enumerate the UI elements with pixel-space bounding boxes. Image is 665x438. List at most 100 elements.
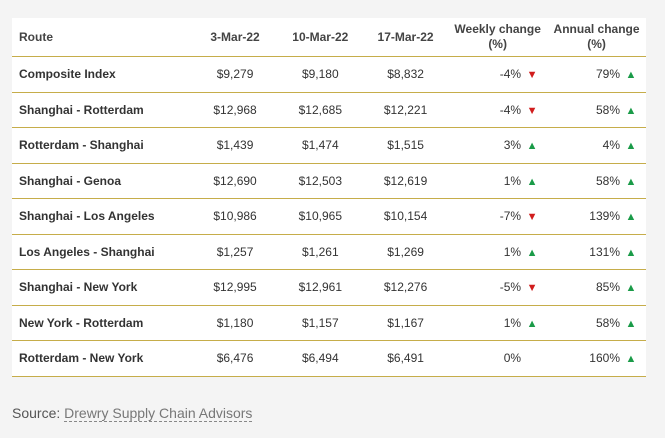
table-row: Los Angeles - Shanghai $1,257 $1,261 $1,269… bbox=[12, 234, 646, 270]
cell-date-1: $12,968 bbox=[192, 92, 278, 128]
cell-date-2-value: $1,474 bbox=[301, 138, 339, 153]
cell-route-value: Los Angeles - Shanghai bbox=[19, 244, 155, 259]
cell-date-1: $1,180 bbox=[192, 305, 278, 341]
cell-annual-change: 58% ▲ bbox=[547, 92, 646, 128]
cell-date-3-value: $1,167 bbox=[387, 315, 424, 330]
cell-date-3-value: $6,491 bbox=[387, 351, 424, 366]
cell-weekly-change: -4% ▼ bbox=[448, 92, 548, 128]
header-date-1: 3-Mar-22 bbox=[192, 18, 278, 57]
cell-annual-change: 79% ▲ bbox=[547, 56, 646, 93]
triangle-up-icon: ▲ bbox=[625, 317, 637, 330]
cell-weekly-change: 1% ▲ bbox=[448, 163, 548, 199]
cell-date-1: $6,476 bbox=[192, 340, 278, 377]
cell-route-value: Rotterdam - Shanghai bbox=[19, 138, 144, 153]
table-row: New York - Rotterdam $1,180 $1,157 $1,167 1%… bbox=[12, 305, 646, 341]
cell-route: Shanghai - Los Angeles bbox=[12, 198, 193, 235]
cell-date-1-value: $9,279 bbox=[216, 67, 254, 82]
cell-date-2-value: $12,503 bbox=[298, 173, 342, 188]
cell-annual-change: 131% ▲ bbox=[547, 234, 646, 270]
triangle-up-icon: ▲ bbox=[526, 140, 538, 153]
cell-date-3: $6,491 bbox=[362, 340, 449, 377]
cell-annual-change-value: 4% bbox=[602, 138, 620, 153]
cell-date-1-value: $12,690 bbox=[213, 173, 257, 188]
cell-date-3: $12,221 bbox=[362, 92, 449, 128]
cell-annual-change: 139% ▲ bbox=[547, 198, 646, 235]
cell-date-2: $10,965 bbox=[277, 198, 363, 235]
cell-annual-change: 58% ▲ bbox=[547, 163, 646, 199]
cell-route-value: Shanghai - Genoa bbox=[19, 173, 122, 188]
cell-route: Rotterdam - Shanghai bbox=[12, 127, 193, 164]
header-weekly-change: Weekly change (%) bbox=[448, 18, 548, 57]
cell-date-1-value: $1,180 bbox=[216, 315, 254, 330]
cell-date-1-value: $12,995 bbox=[213, 280, 257, 295]
cell-date-2: $1,261 bbox=[277, 234, 363, 270]
cell-annual-change-value: 58% bbox=[595, 173, 620, 188]
table-row: Shanghai - Los Angeles $10,986 $10,965 $10,… bbox=[12, 198, 646, 235]
cell-annual-change-value: 58% bbox=[595, 315, 620, 330]
cell-date-2: $1,157 bbox=[277, 305, 363, 341]
cell-date-2: $12,961 bbox=[277, 269, 363, 306]
cell-annual-change-value: 139% bbox=[589, 209, 620, 224]
cell-route-value: Shanghai - New York bbox=[19, 280, 138, 295]
cell-date-1: $9,279 bbox=[192, 56, 278, 93]
triangle-up-icon: ▲ bbox=[526, 246, 538, 259]
cell-route-value: Rotterdam - New York bbox=[19, 351, 144, 366]
cell-route: Shanghai - Genoa bbox=[12, 163, 193, 199]
cell-date-1-value: $12,968 bbox=[213, 102, 257, 117]
table-row: Composite Index $9,279 $9,180 $8,832 -4% ▼ 79%… bbox=[12, 56, 646, 93]
cell-date-1-value: $6,476 bbox=[216, 351, 254, 366]
triangle-down-icon: ▼ bbox=[526, 69, 538, 82]
cell-weekly-change: 1% ▲ bbox=[448, 305, 548, 341]
table-row: Shanghai - New York $12,995 $12,961 $12,276… bbox=[12, 269, 646, 306]
cell-weekly-change-value: -4% bbox=[499, 102, 522, 117]
cell-route: Los Angeles - Shanghai bbox=[12, 234, 193, 270]
cell-date-1-value: $10,986 bbox=[213, 209, 257, 224]
cell-date-2-value: $6,494 bbox=[301, 351, 339, 366]
cell-weekly-change-value: 0% bbox=[503, 351, 522, 366]
cell-date-2: $6,494 bbox=[277, 340, 363, 377]
cell-date-3-value: $12,276 bbox=[383, 280, 428, 295]
cell-weekly-change-value: 3% bbox=[503, 138, 522, 153]
cell-route: Composite Index bbox=[12, 56, 193, 93]
cell-date-2: $12,685 bbox=[277, 92, 363, 128]
cell-date-2-value: $1,261 bbox=[301, 244, 339, 259]
cell-route: Rotterdam - New York bbox=[12, 340, 193, 377]
triangle-down-icon: ▼ bbox=[526, 104, 538, 117]
table-row: Rotterdam - Shanghai $1,439 $1,474 $1,515 3%… bbox=[12, 127, 646, 164]
triangle-down-icon: ▼ bbox=[526, 282, 538, 295]
cell-weekly-change: -7% ▼ bbox=[448, 198, 548, 235]
header-annual-change: Annual change (%) bbox=[547, 18, 646, 57]
source-link[interactable]: Drewry Supply Chain Advisors bbox=[64, 405, 253, 422]
triangle-up-icon: ▲ bbox=[625, 69, 637, 82]
cell-date-2: $9,180 bbox=[277, 56, 363, 93]
cell-route-value: New York - Rotterdam bbox=[19, 315, 144, 330]
header-date-2: 10-Mar-22 bbox=[277, 18, 363, 57]
cell-weekly-change-value: -4% bbox=[499, 67, 522, 82]
cell-date-1: $1,257 bbox=[192, 234, 278, 270]
triangle-up-icon: ▲ bbox=[625, 175, 637, 188]
cell-route: New York - Rotterdam bbox=[12, 305, 193, 341]
cell-date-2-value: $9,180 bbox=[301, 67, 339, 82]
triangle-up-icon: ▲ bbox=[625, 246, 637, 259]
cell-date-1: $1,439 bbox=[192, 127, 278, 164]
cell-weekly-change: 3% ▲ bbox=[448, 127, 548, 164]
cell-route-value: Composite Index bbox=[19, 67, 116, 82]
header-date-3: 17-Mar-22 bbox=[362, 18, 449, 57]
cell-date-3: $1,269 bbox=[362, 234, 449, 270]
cell-date-3: $12,619 bbox=[362, 163, 449, 199]
cell-date-3: $8,832 bbox=[362, 56, 449, 93]
cell-date-2-value: $12,961 bbox=[298, 280, 342, 295]
table-body: Composite Index $9,279 $9,180 $8,832 -4% ▼ 79%… bbox=[12, 56, 646, 377]
cell-date-1: $12,995 bbox=[192, 269, 278, 306]
cell-weekly-change: 0% bbox=[448, 340, 548, 377]
cell-date-3-value: $8,832 bbox=[387, 67, 424, 82]
triangle-up-icon: ▲ bbox=[625, 211, 637, 224]
cell-date-2-value: $1,157 bbox=[301, 315, 339, 330]
cell-weekly-change: -5% ▼ bbox=[448, 269, 548, 306]
cell-weekly-change-value: -7% bbox=[499, 209, 522, 224]
cell-weekly-change: 1% ▲ bbox=[448, 234, 548, 270]
cell-date-2-value: $12,685 bbox=[298, 102, 342, 117]
triangle-up-icon: ▲ bbox=[526, 175, 538, 188]
cell-date-3: $1,515 bbox=[362, 127, 449, 164]
